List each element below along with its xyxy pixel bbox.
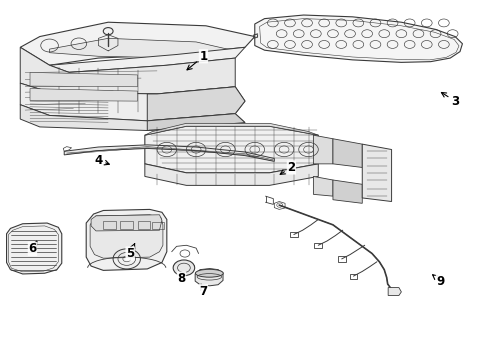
Text: 1: 1 [187, 50, 208, 70]
Text: 3: 3 [441, 93, 459, 108]
Text: 8: 8 [177, 272, 186, 285]
Polygon shape [30, 72, 138, 87]
Polygon shape [30, 89, 138, 101]
Polygon shape [388, 288, 401, 296]
Text: 7: 7 [199, 284, 208, 298]
Polygon shape [362, 144, 392, 202]
Text: 5: 5 [126, 244, 135, 260]
Text: 4: 4 [94, 154, 109, 167]
Text: 9: 9 [433, 275, 444, 288]
Polygon shape [314, 176, 333, 196]
Polygon shape [90, 215, 163, 258]
Text: 2: 2 [280, 161, 295, 174]
Polygon shape [147, 114, 245, 131]
Polygon shape [49, 47, 245, 72]
Polygon shape [86, 210, 167, 270]
Polygon shape [333, 180, 362, 203]
Polygon shape [49, 39, 235, 58]
Polygon shape [314, 135, 333, 164]
Polygon shape [20, 22, 255, 65]
Polygon shape [145, 164, 318, 185]
Polygon shape [333, 139, 362, 167]
Polygon shape [147, 87, 245, 121]
Polygon shape [20, 83, 245, 121]
Polygon shape [91, 215, 162, 231]
Polygon shape [145, 126, 318, 173]
Polygon shape [20, 105, 245, 131]
Polygon shape [255, 15, 463, 62]
Circle shape [173, 260, 195, 276]
Ellipse shape [196, 269, 223, 277]
Polygon shape [195, 269, 223, 286]
Polygon shape [6, 223, 62, 274]
Text: 6: 6 [28, 241, 37, 255]
Polygon shape [145, 123, 318, 135]
Polygon shape [64, 145, 274, 161]
Polygon shape [20, 47, 235, 94]
